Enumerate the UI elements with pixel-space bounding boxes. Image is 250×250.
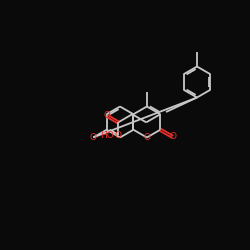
Text: O: O [90, 133, 97, 142]
Text: O: O [104, 111, 110, 120]
Text: O: O [115, 131, 122, 140]
Text: O: O [169, 132, 176, 141]
Text: O: O [143, 133, 150, 142]
Text: HO: HO [100, 131, 114, 140]
